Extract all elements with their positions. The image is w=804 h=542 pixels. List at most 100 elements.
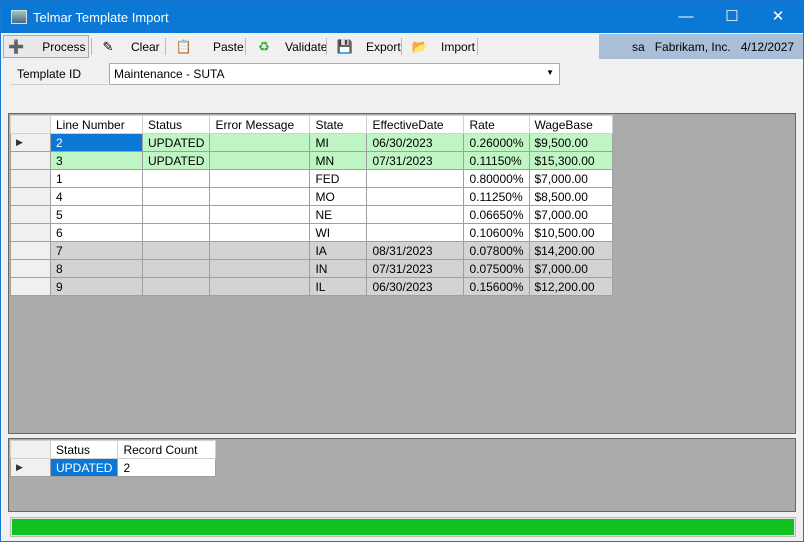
table-cell[interactable]: $9,500.00 [528, 133, 613, 152]
table-cell[interactable] [366, 205, 465, 224]
row-header[interactable] [10, 205, 51, 224]
table-cell[interactable]: 0.15600% [463, 277, 530, 296]
table-cell[interactable]: IA [309, 241, 368, 260]
table-cell[interactable] [209, 133, 311, 152]
table-cell[interactable]: $7,000.00 [528, 205, 613, 224]
table-row[interactable]: ▶ 2 UPDATED MI 06/30/2023 0.26000% $9,500.00 [10, 133, 613, 152]
close-button[interactable]: ✕ [771, 8, 785, 25]
table-cell[interactable]: $7,000.00 [528, 169, 613, 188]
table-cell[interactable] [209, 241, 311, 260]
column-header[interactable]: Error Message [209, 115, 311, 134]
table-cell[interactable]: 06/30/2023 [366, 133, 465, 152]
table-cell[interactable] [209, 259, 311, 278]
table-cell[interactable]: 0.07500% [463, 259, 530, 278]
table-cell[interactable] [141, 277, 211, 296]
column-header[interactable]: Line Number [50, 115, 143, 134]
table-cell[interactable]: 06/30/2023 [366, 277, 465, 296]
table-cell[interactable]: 9 [50, 277, 143, 296]
table-cell[interactable]: 2 [50, 133, 143, 152]
table-row[interactable]: 5 NE 0.06650% $7,000.00 [10, 205, 613, 224]
table-cell[interactable]: 7 [50, 241, 143, 260]
table-cell[interactable] [366, 223, 465, 242]
table-cell[interactable]: MO [309, 187, 368, 206]
column-header[interactable]: State [309, 115, 368, 134]
table-cell[interactable] [141, 241, 211, 260]
chevron-down-icon[interactable]: ▼ [546, 68, 554, 77]
table-cell[interactable] [209, 205, 311, 224]
paste-button[interactable]: 📋 Paste [171, 35, 248, 58]
column-header[interactable]: EffectiveDate [366, 115, 465, 134]
table-row[interactable]: 7 IA 08/31/2023 0.07800% $14,200.00 [10, 241, 613, 260]
table-cell[interactable]: IN [309, 259, 368, 278]
table-cell[interactable]: 08/31/2023 [366, 241, 465, 260]
table-cell[interactable]: 0.10600% [463, 223, 530, 242]
table-cell[interactable]: IL [309, 277, 368, 296]
table-cell[interactable] [141, 169, 211, 188]
export-button[interactable]: 💾 Export [332, 35, 405, 58]
table-cell[interactable]: UPDATED [49, 458, 119, 477]
table-cell[interactable]: 07/31/2023 [366, 259, 465, 278]
table-cell[interactable]: 3 [50, 151, 143, 170]
table-cell[interactable] [366, 187, 465, 206]
template-id-dropdown[interactable]: Maintenance - SUTA ▼ [109, 63, 560, 85]
column-header[interactable]: Status [141, 115, 211, 134]
table-cell[interactable] [209, 187, 311, 206]
table-cell[interactable] [209, 223, 311, 242]
minimize-button[interactable]: — [678, 8, 694, 25]
table-cell[interactable]: UPDATED [141, 133, 211, 152]
table-cell[interactable] [141, 259, 211, 278]
maximize-button[interactable]: ☐ [725, 8, 739, 25]
column-header[interactable]: WageBase [528, 115, 613, 134]
table-cell[interactable]: $7,000.00 [528, 259, 613, 278]
validate-button[interactable]: ♻ Validate [251, 35, 331, 58]
table-row[interactable]: ▶ UPDATED 2 [10, 458, 217, 477]
table-row[interactable]: 4 MO 0.11250% $8,500.00 [10, 187, 613, 206]
table-cell[interactable]: 0.80000% [463, 169, 530, 188]
row-header[interactable] [10, 223, 51, 242]
table-cell[interactable] [141, 187, 211, 206]
table-cell[interactable]: MN [309, 151, 368, 170]
row-header[interactable] [10, 151, 51, 170]
table-cell[interactable]: NE [309, 205, 368, 224]
process-button[interactable]: ➕ Process [3, 35, 89, 58]
table-cell[interactable]: 5 [50, 205, 143, 224]
table-cell[interactable] [209, 277, 311, 296]
table-cell[interactable]: 2 [117, 458, 217, 477]
row-header[interactable] [10, 259, 51, 278]
table-cell[interactable]: $14,200.00 [528, 241, 613, 260]
table-cell[interactable]: $12,200.00 [528, 277, 613, 296]
table-row[interactable]: 6 WI 0.10600% $10,500.00 [10, 223, 613, 242]
table-row[interactable]: 9 IL 06/30/2023 0.15600% $12,200.00 [10, 277, 613, 296]
row-header[interactable]: ▶ [10, 458, 51, 477]
table-cell[interactable]: UPDATED [141, 151, 211, 170]
table-cell[interactable]: 0.11150% [463, 151, 530, 170]
table-cell[interactable]: FED [309, 169, 368, 188]
row-header[interactable]: ▶ [10, 133, 51, 152]
column-header[interactable]: Rate [463, 115, 530, 134]
table-cell[interactable]: 0.26000% [463, 133, 530, 152]
row-header[interactable] [10, 187, 51, 206]
table-cell[interactable]: $10,500.00 [528, 223, 613, 242]
column-header[interactable]: Status [49, 440, 119, 459]
table-cell[interactable]: 8 [50, 259, 143, 278]
table-cell[interactable]: 6 [50, 223, 143, 242]
table-cell[interactable]: 0.07800% [463, 241, 530, 260]
table-cell[interactable]: 0.06650% [463, 205, 530, 224]
row-header[interactable] [10, 277, 51, 296]
row-header[interactable] [10, 169, 51, 188]
table-cell[interactable] [209, 151, 311, 170]
table-cell[interactable]: 4 [50, 187, 143, 206]
table-cell[interactable] [209, 169, 311, 188]
column-header[interactable]: Record Count [117, 440, 217, 459]
table-row[interactable]: 3 UPDATED MN 07/31/2023 0.11150% $15,300.00 [10, 151, 613, 170]
table-cell[interactable] [141, 223, 211, 242]
row-header[interactable] [10, 241, 51, 260]
table-cell[interactable] [366, 169, 465, 188]
table-cell[interactable]: 07/31/2023 [366, 151, 465, 170]
table-cell[interactable] [141, 205, 211, 224]
table-row[interactable]: 8 IN 07/31/2023 0.07500% $7,000.00 [10, 259, 613, 278]
import-button[interactable]: 📂 Import [407, 35, 479, 58]
table-cell[interactable]: 1 [50, 169, 143, 188]
table-cell[interactable]: $15,300.00 [528, 151, 613, 170]
table-cell[interactable]: WI [309, 223, 368, 242]
